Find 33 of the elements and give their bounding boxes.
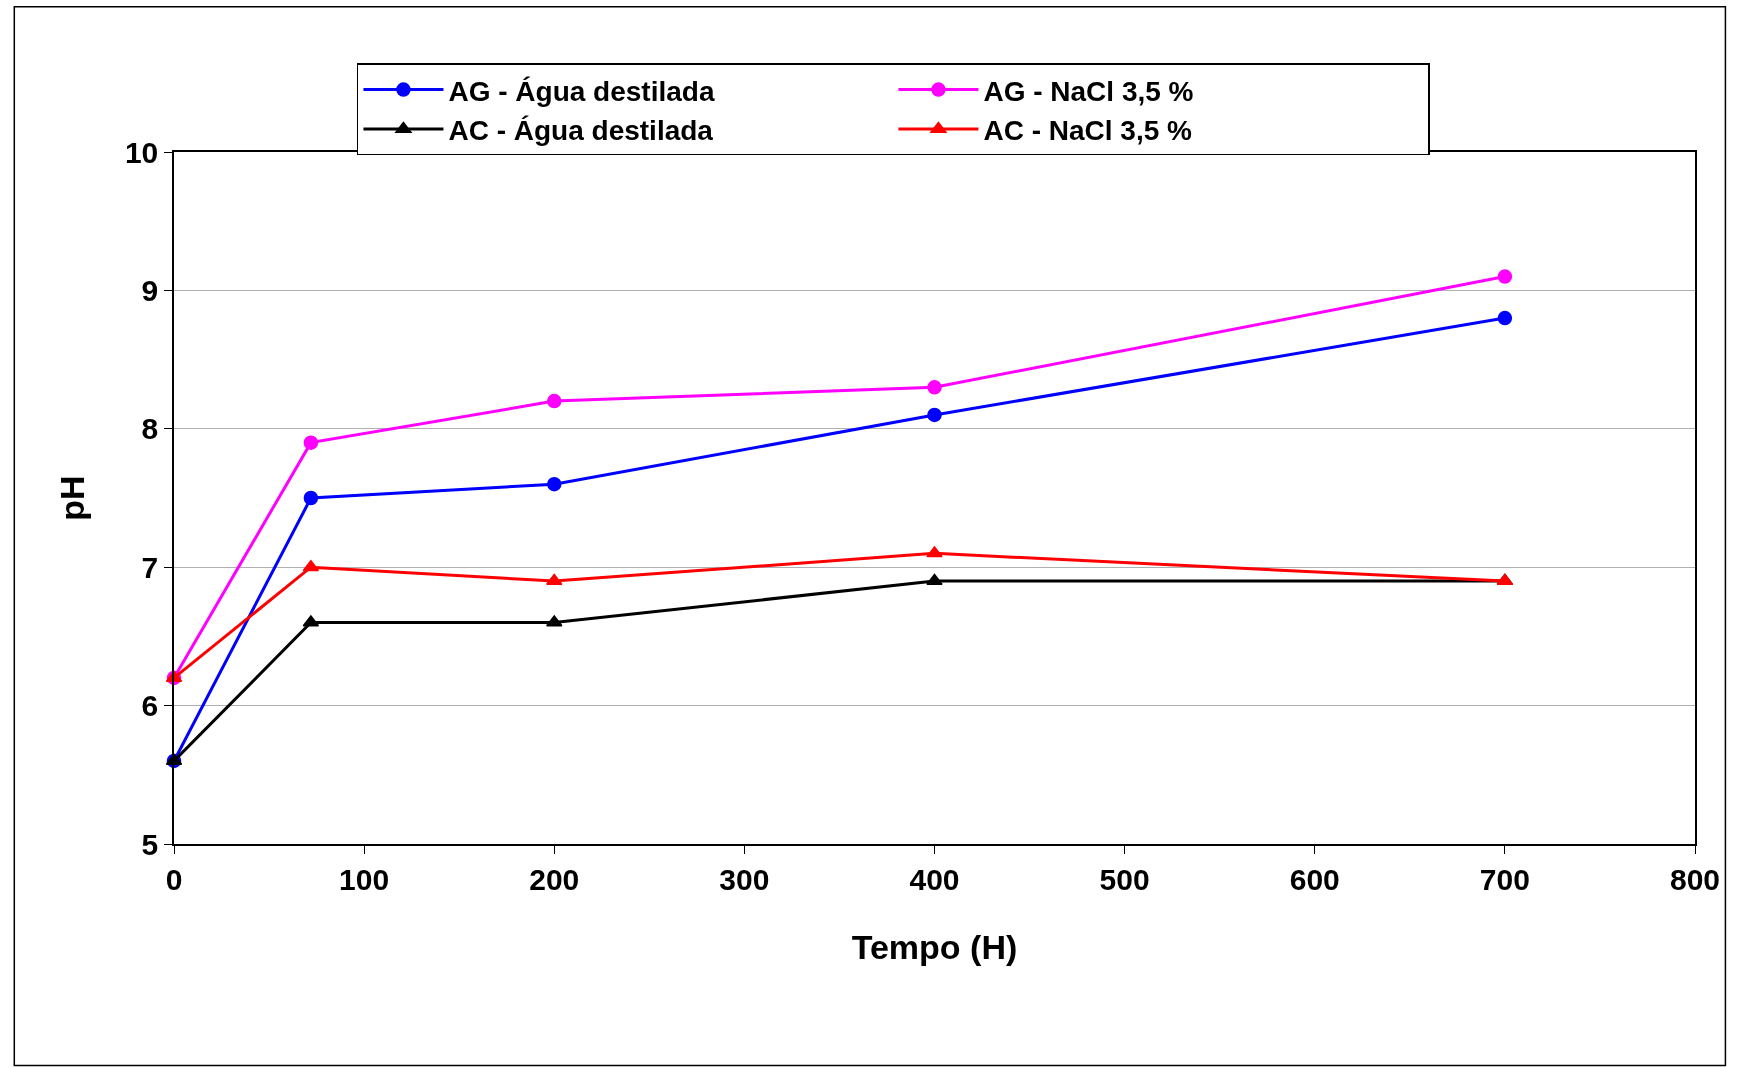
point [927, 380, 942, 395]
legend-label: AG - NaCl 3,5 % [983, 75, 1194, 107]
y-tick-label: 6 [141, 689, 159, 723]
point [926, 546, 943, 558]
point [547, 393, 562, 409]
point [303, 490, 319, 506]
y-tick-label: 5 [141, 827, 159, 861]
legend-label: AC - Água destilada [448, 114, 714, 146]
y-tick-label: 9 [141, 273, 159, 307]
legend-label: AC - NaCl 3,5 % [983, 114, 1193, 146]
point [927, 407, 942, 423]
x-tick-label: 200 [529, 862, 580, 896]
point [302, 559, 320, 572]
x-tick-label: 400 [909, 862, 960, 896]
point [1497, 269, 1513, 284]
y-axis-title: pH [52, 475, 91, 521]
x-axis-title: Tempo (H) [851, 927, 1018, 966]
x-tick-label: 800 [1669, 862, 1721, 896]
x-tick-label: 300 [719, 862, 770, 896]
point [926, 573, 943, 586]
x-tick-label: 500 [1099, 862, 1150, 896]
point [1497, 310, 1513, 326]
x-tick-label: 700 [1479, 862, 1530, 896]
point [545, 573, 563, 586]
y-tick-label: 8 [141, 412, 159, 446]
x-tick-label: 100 [339, 862, 390, 896]
x-tick-label: 600 [1289, 862, 1340, 896]
x-tick-label: 0 [165, 862, 183, 896]
y-tick-label: 10 [124, 135, 159, 169]
y-tick-label: 7 [141, 550, 159, 584]
legend-label: AG - Água destilada [448, 75, 715, 107]
point [547, 476, 562, 492]
point [303, 435, 319, 450]
